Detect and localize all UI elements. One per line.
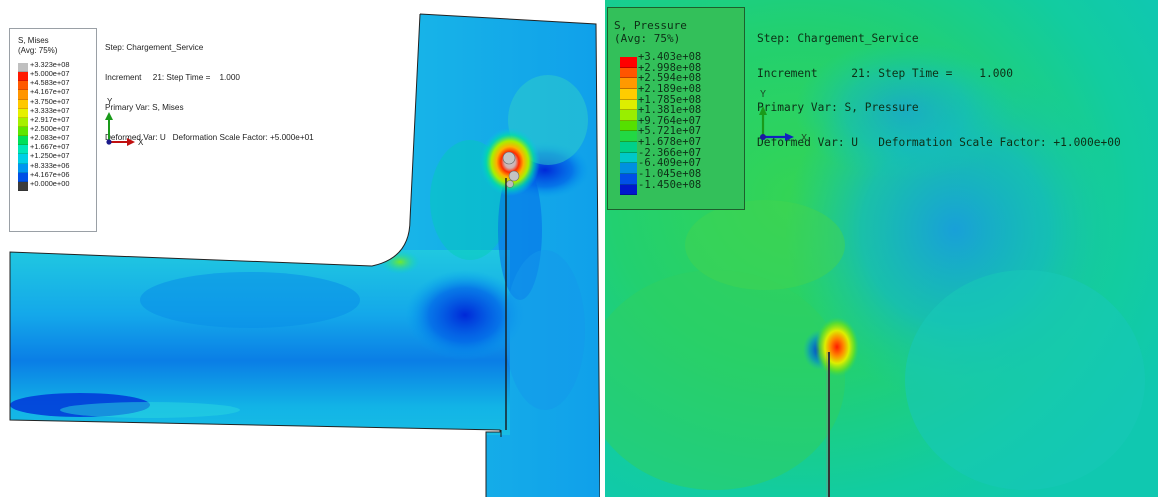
primary-variable: Primary Var: S, Pressure xyxy=(757,101,919,114)
colorbar-swatch xyxy=(620,184,637,196)
legend-averaging: (Avg: 75%) xyxy=(614,32,681,45)
y-axis-label: Y xyxy=(760,89,766,100)
colorbar-swatch xyxy=(18,81,28,91)
legend-value-label: +4.167e+06 xyxy=(30,169,70,179)
x-axis-label: X xyxy=(801,133,807,144)
legend-value-label: +4.583e+07 xyxy=(30,78,70,88)
x-axis-label: X xyxy=(138,138,144,147)
colorbar-swatch xyxy=(18,136,28,146)
colorbar-swatch xyxy=(18,154,28,164)
colorbar-swatch xyxy=(18,108,28,118)
step-name: Step: Chargement_Service xyxy=(757,32,919,45)
legend-title: S, Mises (Avg: 75%) xyxy=(18,36,57,56)
legend-value-label: +1.667e+07 xyxy=(30,142,70,152)
legend-value-label: +2.594e+08 xyxy=(638,72,702,85)
mises-colorbar xyxy=(18,63,28,191)
legend-value-label: +3.333e+07 xyxy=(30,105,70,115)
colorbar-swatch xyxy=(620,67,637,79)
legend-value-label: +1.785e+08 xyxy=(638,93,702,106)
legend-value-label: +1.381e+08 xyxy=(638,104,702,117)
deformed-variable: Deformed Var: U Deformation Scale Factor… xyxy=(757,135,1121,149)
legend-value-label: +2.500e+07 xyxy=(30,123,70,133)
increment-info: Increment 21: Step Time = 1.000 xyxy=(105,73,240,82)
colorbar-swatch xyxy=(620,131,637,142)
y-axis-label: Y xyxy=(107,97,113,106)
colorbar-swatch xyxy=(620,110,637,121)
legend-value-label: +4.167e+07 xyxy=(30,87,70,97)
colorbar-swatch xyxy=(18,145,28,155)
panel-separator xyxy=(600,0,605,497)
colorbar-swatch xyxy=(18,117,28,127)
legend-value-label: -1.045e+08 xyxy=(638,167,702,180)
mises-legend-labels: +3.323e+08 +5.000e+07 +4.583e+07 +4.167e+07… xyxy=(30,60,69,188)
colorbar-swatch xyxy=(18,63,28,73)
legend-value-label: +5.721e+07 xyxy=(638,125,702,138)
legend-averaging: (Avg: 75%) xyxy=(18,46,58,55)
legend-value-label: +3.403e+08 xyxy=(638,51,702,63)
colorbar-swatch xyxy=(18,90,28,100)
colorbar-swatch xyxy=(620,142,637,153)
pressure-step-info: Step: Chargement_Service Increment 21: S… xyxy=(757,10,1121,171)
axis-triad: Y X xyxy=(105,97,144,147)
pressure-contour-plot xyxy=(605,0,1158,497)
colorbar-swatch xyxy=(18,172,28,182)
colorbar-swatch xyxy=(620,78,637,89)
legend-value-label: +9.764e+07 xyxy=(638,114,702,127)
legend-value-label: -2.366e+07 xyxy=(638,146,702,159)
increment-info: Increment 21: Step Time = 1.000 xyxy=(757,66,1013,80)
mises-contour-view: S, Mises (Avg: 75%) +3.323e+08 +5.000e+07… xyxy=(9,13,600,497)
step-name: Step: Chargement_Service xyxy=(105,43,204,52)
colorbar-swatch xyxy=(18,99,28,109)
pressure-colorbar xyxy=(620,57,637,196)
colorbar-swatch xyxy=(620,99,637,111)
colorbar-swatch xyxy=(620,120,637,132)
legend-value-label: +1.250e+07 xyxy=(30,151,70,161)
colorbar-swatch xyxy=(620,152,637,164)
legend-value-label: +8.333e+06 xyxy=(30,160,70,170)
axis-triad: Y X xyxy=(759,89,807,144)
legend-value-label: +2.998e+08 xyxy=(638,61,702,74)
mises-contour-plot xyxy=(9,13,600,497)
colorbar-swatch xyxy=(18,181,28,191)
mises-step-info: Step: Chargement_Service Increment 21: S… xyxy=(105,23,314,163)
legend-value-label: +0.000e+00 xyxy=(30,178,70,188)
colorbar-swatch xyxy=(18,126,28,137)
colorbar-swatch xyxy=(18,72,28,82)
legend-value-label: -6.409e+07 xyxy=(638,157,702,170)
pressure-legend-labels: +3.403e+08 +2.998e+08 +2.594e+08 +2.189e+08… xyxy=(638,52,701,190)
pressure-contour-view: S, Pressure (Avg: 75%) +3.403e+08 +2.998e… xyxy=(605,0,1158,497)
colorbar-swatch xyxy=(620,57,637,68)
legend-value-label: +2.189e+08 xyxy=(638,82,702,95)
primary-variable: Primary Var: S, Mises xyxy=(105,103,184,112)
legend-value-label: +3.323e+08 xyxy=(30,60,70,69)
legend-value-label: +2.917e+07 xyxy=(30,114,70,124)
mises-legend: S, Mises (Avg: 75%) +3.323e+08 +5.000e+07… xyxy=(9,28,97,232)
legend-variable: S, Mises xyxy=(18,36,49,45)
colorbar-swatch xyxy=(620,88,637,100)
legend-value-label: -1.450e+08 xyxy=(638,178,702,191)
pressure-legend: S, Pressure (Avg: 75%) +3.403e+08 +2.998e… xyxy=(607,7,745,210)
legend-title: S, Pressure (Avg: 75%) xyxy=(614,19,687,45)
deformed-variable: Deformed Var: U Deformation Scale Factor… xyxy=(105,133,314,142)
legend-value-label: +3.750e+07 xyxy=(30,96,70,106)
legend-value-label: +1.678e+07 xyxy=(638,136,702,148)
colorbar-swatch xyxy=(620,173,637,185)
colorbar-swatch xyxy=(18,163,28,173)
legend-value-label: +5.000e+07 xyxy=(30,69,70,79)
legend-variable: S, Pressure xyxy=(614,19,687,32)
legend-value-label: +2.083e+07 xyxy=(30,133,70,143)
colorbar-swatch xyxy=(620,163,637,174)
